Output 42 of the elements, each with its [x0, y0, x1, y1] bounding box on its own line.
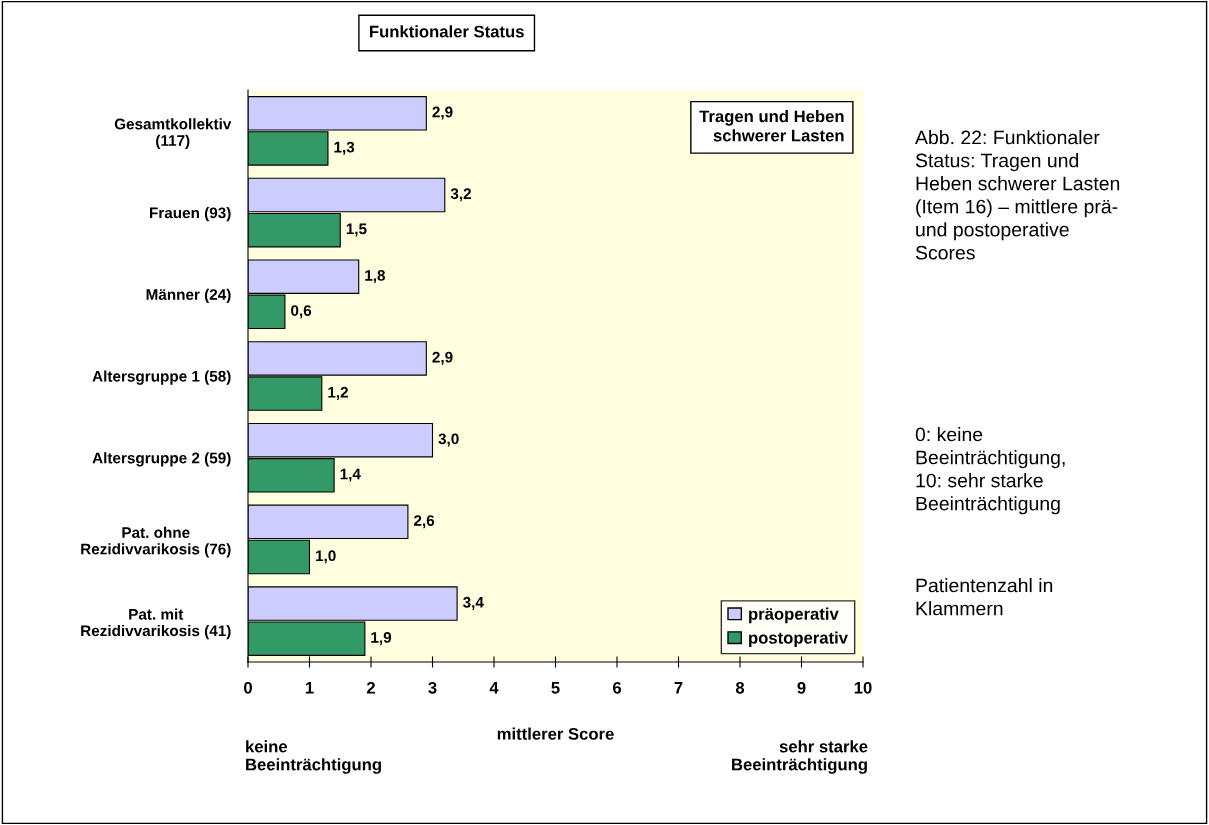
legend-label: präoperativ [749, 607, 839, 624]
y-tick-label: Pat. ohne Rezidivvarikosis (76) [81, 526, 231, 558]
data-label: 1,2 [328, 386, 348, 400]
data-label: 1,4 [340, 468, 361, 482]
x-tick-label: 0 [244, 681, 252, 694]
x-tick-label: 6 [612, 681, 622, 694]
x-axis-title: mittlerer Score [497, 727, 614, 740]
data-label: 1,3 [334, 141, 355, 155]
y-tick-label: Altersgruppe 2 (59) [92, 452, 231, 467]
x-tick-label: 10 [854, 681, 872, 694]
data-label: 3,0 [438, 433, 459, 447]
y-tick-label: Gesamtkollektiv (117) [114, 118, 232, 149]
x-tick-label: 4 [489, 682, 499, 694]
data-label: 1,9 [371, 631, 392, 646]
data-label: 3,2 [450, 188, 471, 202]
x-tick-label: 1 [305, 682, 314, 694]
text: keine Beeinträchtigung [246, 740, 381, 774]
y-tick-label: Frauen (93) [150, 207, 231, 222]
x-tick-label: 7 [674, 682, 683, 694]
data-label: 2,9 [432, 351, 453, 365]
data-label: 1,8 [365, 270, 386, 284]
y-tick-label: Pat. mit Rezidivvarikosis (41) [81, 608, 231, 640]
annotation: Tragen und Heben schwerer Lasten [699, 110, 844, 142]
text: 0: keine Beeinträchtigung, 10: sehr starke Beeinträchtigung [915, 427, 1065, 515]
x-tick-label: 9 [797, 681, 806, 694]
data-label: 2,6 [413, 515, 435, 529]
legend-label: postoperativ [749, 631, 848, 647]
data-label: 0,6 [291, 305, 312, 319]
chart-title: Funktionaler Status [370, 25, 524, 38]
text: Patientenzahl in Klammern [916, 578, 1053, 616]
caption: Abb. 22: Funktionaler Status: Tragen und Heben schwerer Lasten (Item 16) – mittlere prä- und postoperative Scores [915, 130, 1120, 260]
text: sehr starke Beeinträchtigung [732, 740, 868, 774]
x-tick-label: 5 [551, 682, 560, 694]
x-tick-label: 3 [428, 681, 437, 694]
data-label: 1,0 [316, 550, 336, 564]
data-label: 2,9 [432, 106, 453, 120]
data-label: 3,4 [463, 596, 484, 610]
x-tick-label: 2 [366, 681, 375, 694]
data-label: 1,5 [346, 223, 367, 237]
x-tick-label: 8 [735, 681, 745, 694]
y-tick-label: Männer (24) [146, 288, 231, 303]
y-tick-label: Altersgruppe 1 (58) [92, 370, 231, 385]
